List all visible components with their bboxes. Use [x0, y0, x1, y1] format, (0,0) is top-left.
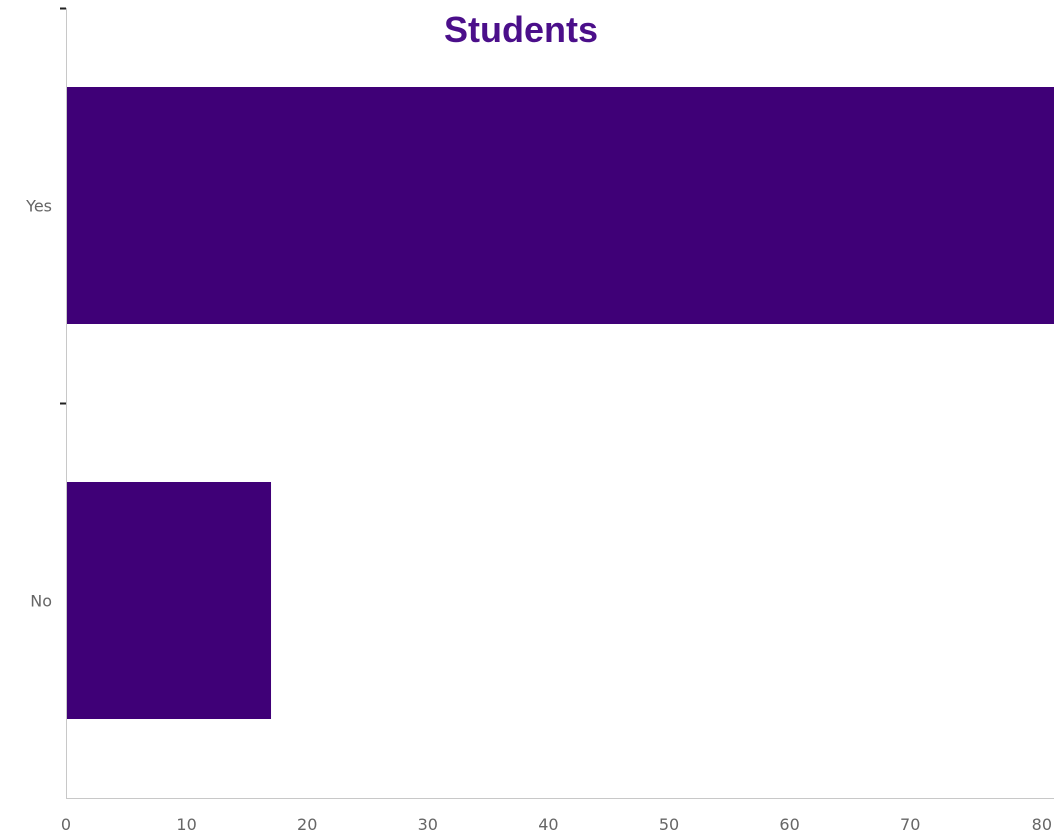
category-labels: Yes No: [25, 197, 52, 611]
bar-no: [67, 482, 272, 719]
x-tick-label: 80: [1032, 815, 1052, 834]
bar-yes: [67, 87, 1054, 324]
x-tick-label: 20: [297, 815, 317, 834]
x-tick-label: 30: [418, 815, 438, 834]
x-tick-label: 0: [61, 815, 71, 834]
category-label-no: No: [30, 592, 52, 611]
bars-group: [67, 87, 1054, 719]
x-tick-label: 60: [779, 815, 799, 834]
chart-title: Students: [444, 9, 598, 50]
x-tick-label: 10: [176, 815, 196, 834]
x-tick-label: 50: [659, 815, 679, 834]
category-label-yes: Yes: [25, 197, 52, 216]
chart-axes: [60, 7, 1054, 799]
x-tick-label: 70: [900, 815, 920, 834]
x-tick-labels: 0 10 20 30 40 50 60 70 80: [61, 815, 1052, 834]
x-tick-label: 40: [538, 815, 558, 834]
